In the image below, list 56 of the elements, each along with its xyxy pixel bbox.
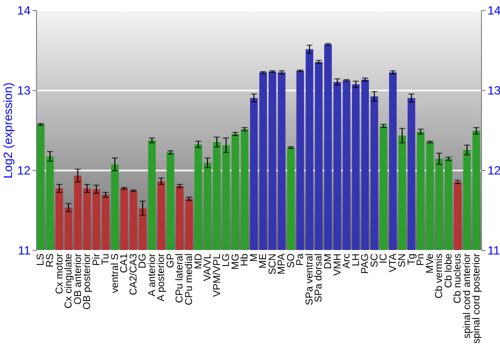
x-tick-label: DM: [323, 254, 334, 270]
x-tick-label: Tu: [100, 254, 112, 265]
x-tick-label: LS: [36, 253, 47, 266]
x-tick-label: MVe: [424, 253, 436, 274]
x-tick-label: SO: [286, 253, 297, 268]
x-tick-label: OB posterior: [82, 252, 94, 310]
x-tick-label: VTA: [388, 253, 399, 272]
x-tick-label: spinal cord anterior: [462, 252, 474, 339]
x-tick-label: VPM/VPL: [212, 253, 223, 297]
y-tick-label: 13: [17, 84, 31, 98]
x-tick-label: MD: [193, 254, 204, 270]
y2-tick-label: 13: [488, 84, 500, 98]
x-tick-label: Cx cingulate: [64, 253, 75, 309]
x-tick-label: DG: [138, 253, 149, 268]
x-tick-label: VMH: [332, 254, 344, 276]
x-tick-label: ME: [258, 253, 270, 268]
x-tick-label: RS: [44, 253, 56, 268]
x-tick-label: LG: [221, 253, 232, 267]
x-tick-label: Pn: [416, 254, 427, 266]
x-tick-label: CPu lateral: [174, 254, 186, 303]
y-axis-title: Log2 (expression): [1, 82, 16, 179]
y2-tick-label: 11: [488, 244, 500, 258]
x-tick-label: GP: [165, 253, 176, 268]
x-tick-label: Tg: [406, 254, 418, 266]
x-tick-label: spinal cord posterior: [471, 252, 482, 344]
x-tick-label: Cb nucleus: [452, 254, 464, 304]
x-tick-label: VA/VL: [202, 253, 214, 282]
x-tick-label: IC: [378, 254, 390, 264]
x-tick-label: SPa dorsal: [314, 254, 325, 302]
x-tick-label: SC: [369, 254, 380, 268]
x-tick-label: CPu medial: [184, 254, 195, 306]
x-tick-label: Cx motor: [54, 252, 66, 294]
x-tick-label: Pa: [295, 253, 306, 266]
x-tick-label: M: [248, 254, 260, 262]
x-tick-label: Cb lobe: [443, 253, 454, 288]
x-tick-label: A posterior: [156, 252, 168, 302]
x-tick-label: A anterior: [146, 252, 158, 296]
y-tick-label: 11: [18, 244, 31, 258]
x-tick-label: CA1: [119, 253, 130, 273]
x-tick-label: SPa ventral: [304, 254, 316, 306]
x-tick-label: SCN: [267, 254, 278, 275]
x-tick-label: Arc: [342, 254, 353, 268]
y-tick-label: 14: [17, 4, 31, 18]
x-tick-label: OB anterior: [72, 252, 84, 305]
x-tick-label: Hb: [240, 253, 251, 266]
x-tick-label: CA2/CA3: [128, 253, 140, 296]
x-tick-label: LH: [350, 254, 362, 266]
x-tick-label: MPA: [276, 253, 288, 274]
y2-tick-label: 12: [488, 164, 500, 178]
x-tick-label: PAG: [360, 253, 372, 274]
y-tick-label: 12: [17, 164, 31, 178]
x-tick-label: Pir: [91, 252, 102, 266]
x-tick-label: Cb vermis: [434, 254, 446, 299]
x-tick-label: MG: [230, 253, 242, 270]
x-tick-label: ventral S: [110, 253, 121, 293]
x-tick-label: SN: [397, 254, 408, 268]
